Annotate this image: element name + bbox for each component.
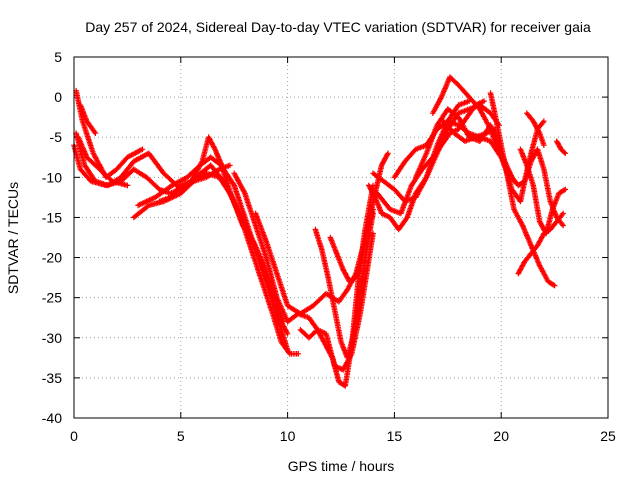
plus-markers (370, 98, 472, 205)
series-track-8 (156, 134, 291, 337)
plus-markers (517, 146, 569, 237)
series-track-16 (374, 98, 487, 217)
plus-markers (73, 130, 291, 353)
series-line (367, 104, 501, 231)
series-track-22 (509, 146, 566, 229)
plus-markers (374, 98, 487, 217)
y-tick-label: -15 (42, 209, 62, 225)
series-track-21 (487, 90, 558, 289)
series-track-4 (77, 102, 99, 136)
x-tick-label: 15 (387, 428, 403, 444)
y-tick-label: -35 (42, 370, 62, 386)
series-track-23 (515, 210, 566, 277)
y-tick-label: -20 (42, 250, 62, 266)
series-track-13 (327, 150, 391, 285)
y-tick-label: -5 (50, 129, 63, 145)
y-tick-label: 0 (54, 89, 62, 105)
series-track-2 (73, 130, 291, 353)
plus-markers (77, 102, 99, 136)
series-track-24 (517, 146, 569, 237)
chart-title: Day 257 of 2024, Sidereal Day-to-day VTE… (85, 19, 591, 35)
plus-markers (156, 134, 291, 337)
y-tick-label: -40 (42, 410, 62, 426)
x-tick-label: 20 (493, 428, 509, 444)
y-tick-label: -30 (42, 330, 62, 346)
series-track-25 (524, 110, 547, 148)
series-track-5 (75, 134, 131, 189)
plot-frame (73, 56, 609, 419)
y-axis-label: SDTVAR / TECUs (5, 182, 21, 294)
plus-markers (487, 90, 558, 289)
x-tick-label: 5 (177, 428, 185, 444)
plus-markers (131, 162, 233, 221)
y-tick-labels: 5 0 -5 -10 -15 -20 -25 -30 -35 -40 (42, 49, 62, 426)
plus-markers (524, 110, 547, 148)
plus-markers (366, 102, 502, 233)
x-tick-label: 0 (70, 428, 78, 444)
data-series (71, 74, 569, 389)
plus-markers (75, 134, 131, 189)
series-track-26 (553, 138, 569, 157)
y-tick-label: 5 (54, 49, 62, 65)
y-tick-label: -25 (42, 290, 62, 306)
y-tick-label: -10 (42, 169, 62, 185)
series-track-14 (366, 102, 502, 233)
x-tick-label: 25 (600, 428, 616, 444)
plus-markers (327, 150, 391, 285)
x-tick-labels: 0 5 10 15 20 25 (70, 428, 616, 444)
x-axis-label: GPS time / hours (288, 458, 395, 474)
plus-markers (553, 138, 569, 157)
x-tick-label: 10 (280, 428, 296, 444)
series-track-6 (131, 162, 233, 221)
